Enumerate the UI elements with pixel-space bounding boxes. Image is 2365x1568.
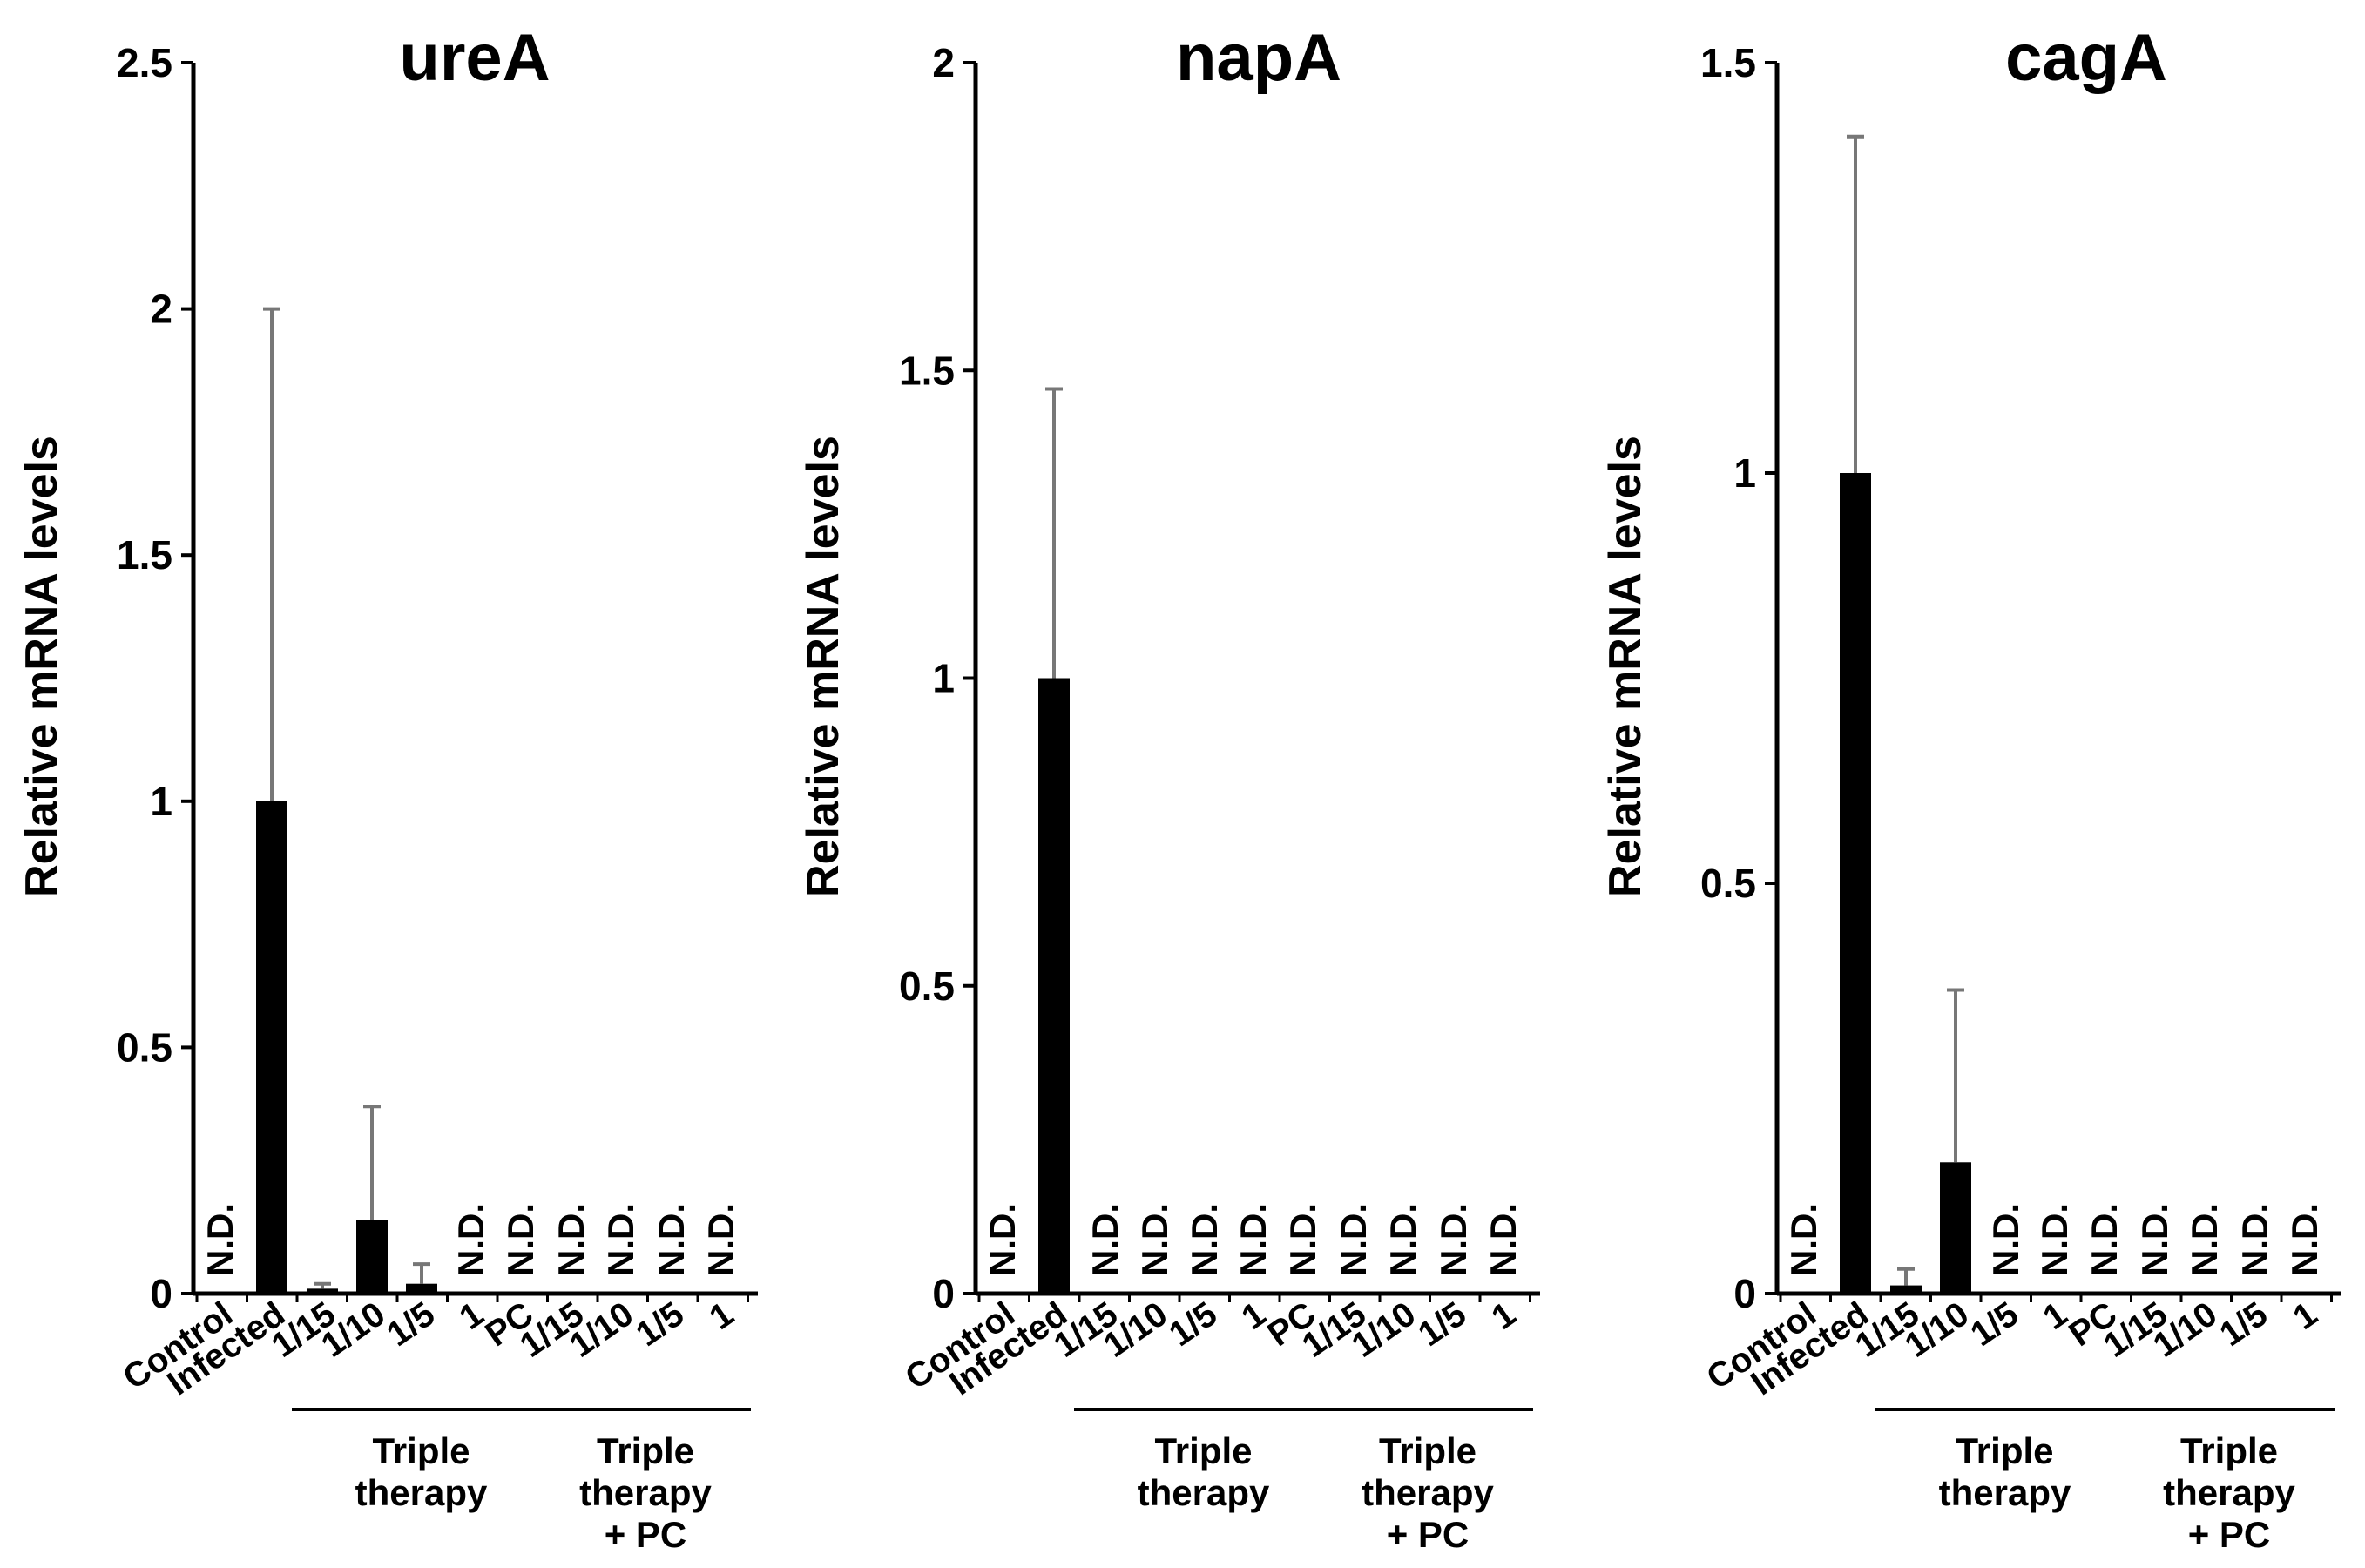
group-label-line: Triple — [1154, 1430, 1252, 1471]
group-label-line: therapy — [1362, 1472, 1494, 1513]
group-label-line: Triple — [597, 1430, 694, 1471]
y-tick-label: 0 — [150, 1271, 172, 1316]
x-category-label: 1/5 — [380, 1294, 442, 1354]
y-tick-label: 0.5 — [117, 1024, 172, 1070]
bar-1/5 — [406, 1283, 437, 1294]
nd-label: N.D. — [551, 1203, 591, 1276]
x-category-label: 1/5 — [2213, 1294, 2274, 1354]
nd-label: N.D. — [982, 1203, 1023, 1276]
group-label-line: Triple — [372, 1430, 470, 1471]
nd-label: N.D. — [1382, 1203, 1423, 1276]
bar-Infected — [1840, 473, 1871, 1294]
nd-label: N.D. — [500, 1203, 541, 1276]
nd-label: N.D. — [600, 1203, 641, 1276]
y-axis-label: Relative mRNA levels — [17, 436, 67, 897]
y-tick-label: 0 — [1733, 1271, 1756, 1316]
y-tick-label: 0.5 — [1700, 861, 1756, 906]
y-tick-label: 1.5 — [1700, 40, 1756, 85]
chart-title: ureA — [399, 21, 550, 95]
group-label-line: therapy — [355, 1472, 488, 1513]
y-axis-label: Relative mRNA levels — [1600, 436, 1651, 897]
group-label-line: therapy — [2163, 1472, 2295, 1513]
nd-label: N.D. — [1433, 1203, 1474, 1276]
nd-label: N.D. — [1184, 1203, 1225, 1276]
y-tick-label: 2 — [150, 287, 172, 332]
x-category-label: 1 — [703, 1294, 740, 1337]
nd-label: N.D. — [1085, 1203, 1125, 1276]
y-tick-label: 1 — [932, 656, 955, 701]
group-label-line: therapy — [579, 1472, 712, 1513]
nd-label: N.D. — [1483, 1203, 1524, 1276]
nd-label: N.D. — [1282, 1203, 1323, 1276]
group-label-line: therapy — [1138, 1472, 1270, 1513]
nd-label: N.D. — [1134, 1203, 1175, 1276]
nd-label: N.D. — [1985, 1203, 2026, 1276]
group-label-line: + PC — [605, 1514, 687, 1555]
x-category-label: 1/5 — [1963, 1294, 2025, 1354]
group-label-line: Triple — [2180, 1430, 2278, 1471]
bar-1/15 — [307, 1288, 338, 1294]
bar-1/10 — [356, 1220, 388, 1294]
y-axis-label: Relative mRNA levels — [798, 436, 848, 897]
y-tick-label: 2.5 — [117, 40, 172, 85]
bar-Infected — [256, 801, 287, 1294]
x-category-label: 1/5 — [1162, 1294, 1224, 1354]
chart-title: cagA — [2005, 21, 2167, 95]
bar-1/10 — [1940, 1162, 1971, 1294]
nd-label: N.D. — [651, 1203, 692, 1276]
nd-label: N.D. — [2084, 1203, 2125, 1276]
group-label-line: + PC — [1387, 1514, 1470, 1555]
group-label-line: Triple — [1956, 1430, 2053, 1471]
nd-label: N.D. — [2184, 1203, 2225, 1276]
nd-label: N.D. — [700, 1203, 741, 1276]
group-label-line: therapy — [1939, 1472, 2071, 1513]
group-label-line: + PC — [2188, 1514, 2271, 1555]
y-tick-label: 2 — [932, 40, 955, 85]
nd-label: N.D. — [2134, 1203, 2175, 1276]
bar-Infected — [1038, 678, 1070, 1294]
nd-label: N.D. — [1233, 1203, 1274, 1276]
y-tick-label: 1.5 — [899, 348, 955, 393]
nd-label: N.D. — [2034, 1203, 2075, 1276]
y-tick-label: 1 — [150, 779, 172, 824]
x-category-label: 1 — [1485, 1294, 1523, 1337]
y-tick-label: 1 — [1733, 450, 1756, 496]
x-category-label: 1/5 — [629, 1294, 691, 1354]
y-tick-label: 1.5 — [117, 532, 172, 578]
nd-label: N.D. — [2234, 1203, 2275, 1276]
nd-label: N.D. — [1783, 1203, 1824, 1276]
y-tick-label: 0 — [932, 1271, 955, 1316]
nd-label: N.D. — [199, 1203, 240, 1276]
nd-label: N.D. — [2284, 1203, 2325, 1276]
x-category-label: 1/5 — [1411, 1294, 1473, 1354]
y-tick-label: 0.5 — [899, 963, 955, 1009]
x-category-label: 1 — [2287, 1294, 2324, 1337]
nd-label: N.D. — [450, 1203, 491, 1276]
group-label-line: Triple — [1379, 1430, 1476, 1471]
chart-panel-ureA: ureA Relative mRNA levels 0 0.5 1 1.5 2 2.5 N.D.… — [17, 21, 758, 1555]
nd-label: N.D. — [1333, 1203, 1374, 1276]
chart-title: napA — [1176, 21, 1341, 95]
bar-1/15 — [1890, 1285, 1922, 1294]
